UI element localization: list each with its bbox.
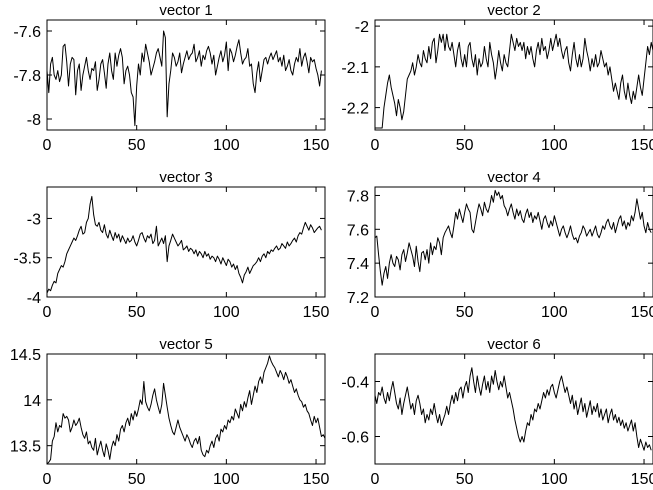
y-tick-label: -3 (27, 211, 41, 228)
series-line (46, 30, 322, 127)
x-tick-label: 100 (213, 304, 240, 321)
x-tick-label: 50 (456, 137, 474, 154)
axes-box (46, 186, 326, 298)
axes-box (46, 353, 326, 465)
y-tick-label: 7.6 (347, 222, 369, 239)
y-tick-label: -2 (355, 19, 369, 36)
x-tick-label: 100 (213, 137, 240, 154)
x-tick-label: 0 (371, 304, 380, 321)
x-tick-label: 0 (43, 137, 52, 154)
panel-vector-6: 0 50 100 150 -0.6 -0.4 vector 6 (341, 336, 653, 488)
y-tick-label: -8 (27, 112, 41, 129)
x-tick-label: 0 (371, 137, 380, 154)
axes-box (374, 186, 653, 298)
x-tick-label: 150 (631, 304, 653, 321)
series-line (375, 33, 653, 129)
x-tick-label: 50 (456, 471, 474, 488)
x-tick-label: 0 (43, 304, 52, 321)
x-tick-label: 100 (213, 471, 240, 488)
x-tick-label: 50 (128, 304, 146, 321)
x-tick-label: 150 (631, 137, 653, 154)
panel-title: vector 6 (487, 336, 540, 353)
panel-vector-4: 0 50 100 150 7.2 7.4 7.6 7.8 vector 4 (347, 169, 653, 321)
panel-vector-5: 0 50 100 150 13.5 14 14.5 vector 5 (10, 336, 330, 488)
y-tick-label: -7.6 (13, 24, 41, 41)
y-tick-label: 7.2 (347, 290, 369, 307)
x-tick-label: 100 (541, 471, 568, 488)
x-tick-label: 100 (541, 304, 568, 321)
panel-title: vector 4 (487, 169, 540, 186)
y-tick-label: -2.2 (341, 101, 369, 118)
series-line (374, 367, 652, 451)
x-tick-label: 50 (456, 304, 474, 321)
panel-vector-3: 0 50 100 150 -4 -3.5 -3 vector 3 (13, 169, 329, 321)
y-tick-label: 13.5 (10, 439, 41, 456)
x-tick-label: 0 (371, 471, 380, 488)
y-tick-label: -2.1 (341, 60, 369, 77)
y-tick-label: 7.8 (347, 188, 369, 205)
axes-box (374, 19, 653, 131)
x-tick-label: 150 (631, 471, 653, 488)
y-tick-label: -0.4 (341, 375, 369, 392)
x-tick-label: 50 (128, 137, 146, 154)
panel-title: vector 3 (159, 169, 212, 186)
series-line (46, 355, 326, 465)
panel-vector-1: 0 50 100 150 -8 -7.8 -7.6 vector 1 (13, 2, 329, 154)
y-tick-label: 7.4 (347, 256, 369, 273)
y-tick-label: -4 (27, 290, 41, 307)
y-tick-label: -0.6 (341, 430, 369, 447)
panel-title: vector 2 (487, 2, 540, 19)
x-tick-label: 150 (303, 471, 330, 488)
x-tick-label: 100 (541, 137, 568, 154)
x-tick-label: 0 (43, 471, 52, 488)
x-tick-label: 150 (303, 304, 330, 321)
x-tick-label: 50 (128, 471, 146, 488)
panel-title: vector 1 (159, 2, 212, 19)
panel-vector-2: 0 50 100 150 -2.2 -2.1 -2 vector 2 (341, 2, 653, 154)
x-tick-label: 150 (303, 137, 330, 154)
y-tick-label: 14.5 (10, 347, 41, 364)
panel-title: vector 5 (159, 336, 212, 353)
y-tick-label: -7.8 (13, 68, 41, 85)
axes-box (46, 19, 326, 131)
y-tick-label: 14 (23, 393, 41, 410)
series-line (374, 189, 652, 286)
series-line (46, 195, 322, 294)
y-tick-label: -3.5 (13, 251, 41, 268)
